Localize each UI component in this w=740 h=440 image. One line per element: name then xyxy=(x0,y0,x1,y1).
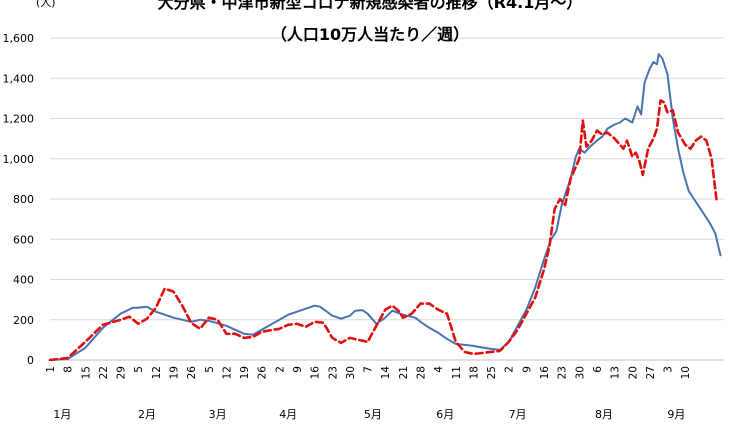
chart-subtitle: （人口10万人当たり／週） xyxy=(271,25,469,44)
x-tick-label: 28 xyxy=(416,366,428,379)
x-tick-label: 18 xyxy=(468,366,480,379)
y-tick-label: 1,200 xyxy=(3,113,35,126)
y-tick-label: 800 xyxy=(13,193,34,206)
month-label: 8月 xyxy=(595,408,613,421)
month-label: 2月 xyxy=(138,408,156,421)
series-line-2 xyxy=(48,99,719,362)
x-tick-label: 19 xyxy=(239,366,251,379)
series-layer xyxy=(48,53,722,362)
x-tick-label: 15 xyxy=(80,366,92,379)
x-tick-label: 7 xyxy=(363,366,375,373)
y-tick-label: 600 xyxy=(13,233,34,246)
y-tick-label: 1,400 xyxy=(3,72,35,85)
x-tick-label: 10 xyxy=(680,366,692,379)
x-tick-label: 19 xyxy=(169,366,181,379)
x-tick-label: 3 xyxy=(663,366,675,373)
x-tick-label: 27 xyxy=(645,366,657,379)
x-tick-label: 16 xyxy=(310,366,322,380)
x-tick-label: 30 xyxy=(574,366,586,379)
x-tick-label: 9 xyxy=(521,366,533,373)
x-tick-label: 29 xyxy=(116,366,128,379)
x-tick-label: 26 xyxy=(257,366,269,380)
x-tick-label: 30 xyxy=(345,366,357,379)
y-tick-label: 1,000 xyxy=(3,153,35,166)
y-tick-label: 200 xyxy=(13,314,34,327)
x-tick-label: 23 xyxy=(327,366,339,379)
x-tick-label: 21 xyxy=(398,366,410,379)
x-tick-label: 9 xyxy=(292,366,304,373)
x-tick-label: 2 xyxy=(504,366,516,373)
y-tick-labels: 0 200 400 600 800 1,000 1,200 1,400 1,600 xyxy=(3,32,35,367)
month-labels: 1月 2月 3月 4月 5月 6月 7月 8月 9月 xyxy=(53,408,685,421)
month-label: 9月 xyxy=(667,408,685,421)
y-tick-label: 1,600 xyxy=(3,32,35,45)
x-tick-label: 1 xyxy=(45,366,57,373)
x-tick-label: 4 xyxy=(433,366,445,373)
x-tick-label: 11 xyxy=(451,366,463,379)
x-tick-label: 2 xyxy=(274,366,286,373)
grid-layer xyxy=(50,37,724,321)
y-tick-label: 0 xyxy=(27,354,34,367)
y-axis-unit: (人) xyxy=(36,0,56,9)
x-tick-labels: 1 8 15 22 29 5 12 19 26 5 12 19 26 2 9 16 23 30 7 14 21 28 4 11… xyxy=(45,366,692,380)
x-tick-label: 23 xyxy=(557,366,569,379)
chart-title: 大分県・中津市新型コロナ新規感染者の推移（R4.1月～） xyxy=(158,0,583,12)
x-tick-label: 14 xyxy=(380,366,392,380)
month-label: 3月 xyxy=(209,408,227,421)
x-tick-label: 22 xyxy=(98,366,110,379)
y-tick-label: 400 xyxy=(13,274,34,287)
month-label: 7月 xyxy=(509,408,527,421)
month-label: 1月 xyxy=(53,408,71,421)
x-tick-label: 5 xyxy=(204,366,216,373)
x-tick-label: 6 xyxy=(592,366,604,373)
x-tick-label: 26 xyxy=(186,366,198,380)
series-line-1 xyxy=(49,53,722,361)
x-tick-label: 12 xyxy=(151,366,163,379)
x-tick-label: 12 xyxy=(221,366,233,379)
x-tick-label: 8 xyxy=(63,366,75,373)
month-label: 6月 xyxy=(436,408,454,421)
x-tick-label: 16 xyxy=(539,366,551,380)
x-tick-label: 25 xyxy=(486,366,498,379)
x-tick-label: 13 xyxy=(610,366,622,379)
x-tick-label: 5 xyxy=(133,366,145,373)
x-tick-label: 20 xyxy=(627,366,639,379)
month-label: 5月 xyxy=(364,408,382,421)
month-label: 4月 xyxy=(279,408,297,421)
